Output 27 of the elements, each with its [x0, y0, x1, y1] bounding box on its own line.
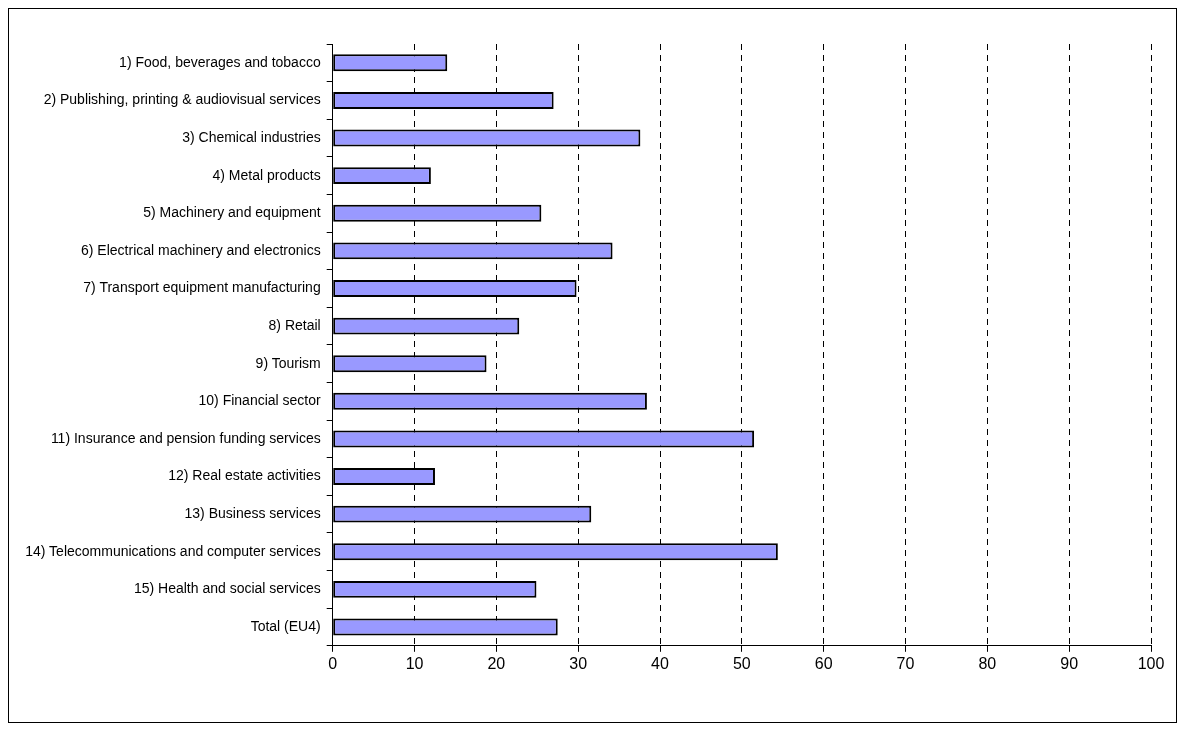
y-tick-label: 1) Food, beverages and tobacco — [119, 53, 321, 70]
y-tick-label: 5) Machinery and equipment — [143, 204, 321, 221]
x-tick-label: 10 — [405, 654, 424, 672]
y-tick-label: 13) Business services — [184, 505, 321, 522]
y-tick-label: Total (EU4) — [250, 617, 321, 634]
y-tick-label: 8) Retail — [268, 316, 321, 333]
x-tick-label: 60 — [814, 654, 833, 672]
x-tick-label: 40 — [651, 654, 670, 672]
x-tick-label: 90 — [1060, 654, 1079, 672]
y-tick-label: 9) Tourism — [255, 354, 321, 371]
x-tick-label: 80 — [978, 654, 997, 672]
y-tick-label: 10) Financial sector — [198, 392, 322, 409]
x-tick-label: 50 — [732, 654, 751, 672]
y-tick-label: 6) Electrical machinery and electronics — [81, 241, 321, 258]
x-tick-label: 20 — [487, 654, 506, 672]
y-tick-label: 4) Metal products — [212, 166, 321, 183]
y-tick-label: 12) Real estate activities — [168, 467, 321, 484]
y-tick-label: 15) Health and social services — [133, 580, 321, 597]
x-tick-label: 70 — [896, 654, 915, 672]
y-tick-label: 2) Publishing, printing & audiovisual services — [43, 91, 321, 108]
y-tick-label: 7) Transport equipment manufacturing — [83, 279, 321, 296]
y-tick-label: 14) Telecommunications and computer services — [25, 542, 321, 559]
y-tick-label: 11) Insurance and pension funding services — [50, 429, 321, 446]
x-tick-label: 0 — [328, 654, 338, 672]
x-tick-label: 30 — [569, 654, 588, 672]
y-tick-label: 3) Chemical industries — [182, 128, 321, 145]
x-tick-label: 100 — [1137, 654, 1165, 672]
